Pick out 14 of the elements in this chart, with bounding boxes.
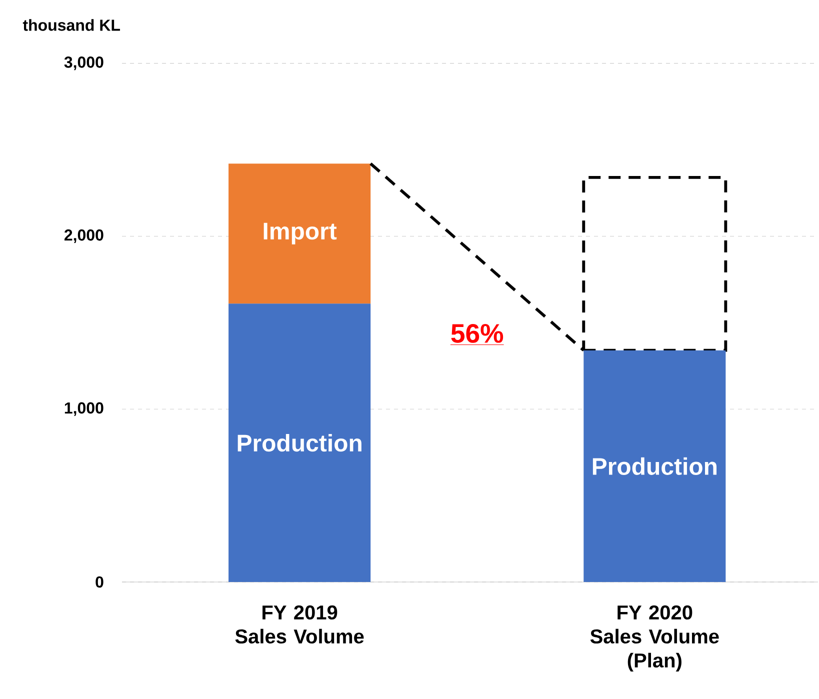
text: Production: [238, 434, 362, 452]
annotation: 56%: [451, 324, 504, 343]
series-label: Import: [264, 222, 337, 244]
bar: [228, 304, 371, 582]
x-tick-label: FY 2019 Sales Volume: [235, 605, 364, 644]
y-tick-label: 2,000: [64, 229, 104, 244]
y-axis-title: thousand KL: [22, 19, 120, 31]
series-label: Production: [592, 457, 717, 475]
y-tick-label: 0: [96, 576, 104, 588]
y-tick-label: 3,000: [64, 56, 104, 70]
x-tick-label: FY 2020 Sales Volume (Plan): [590, 605, 719, 672]
bar: [584, 350, 726, 582]
bar: [228, 164, 371, 304]
y-tick-label: 1,000: [64, 402, 104, 416]
